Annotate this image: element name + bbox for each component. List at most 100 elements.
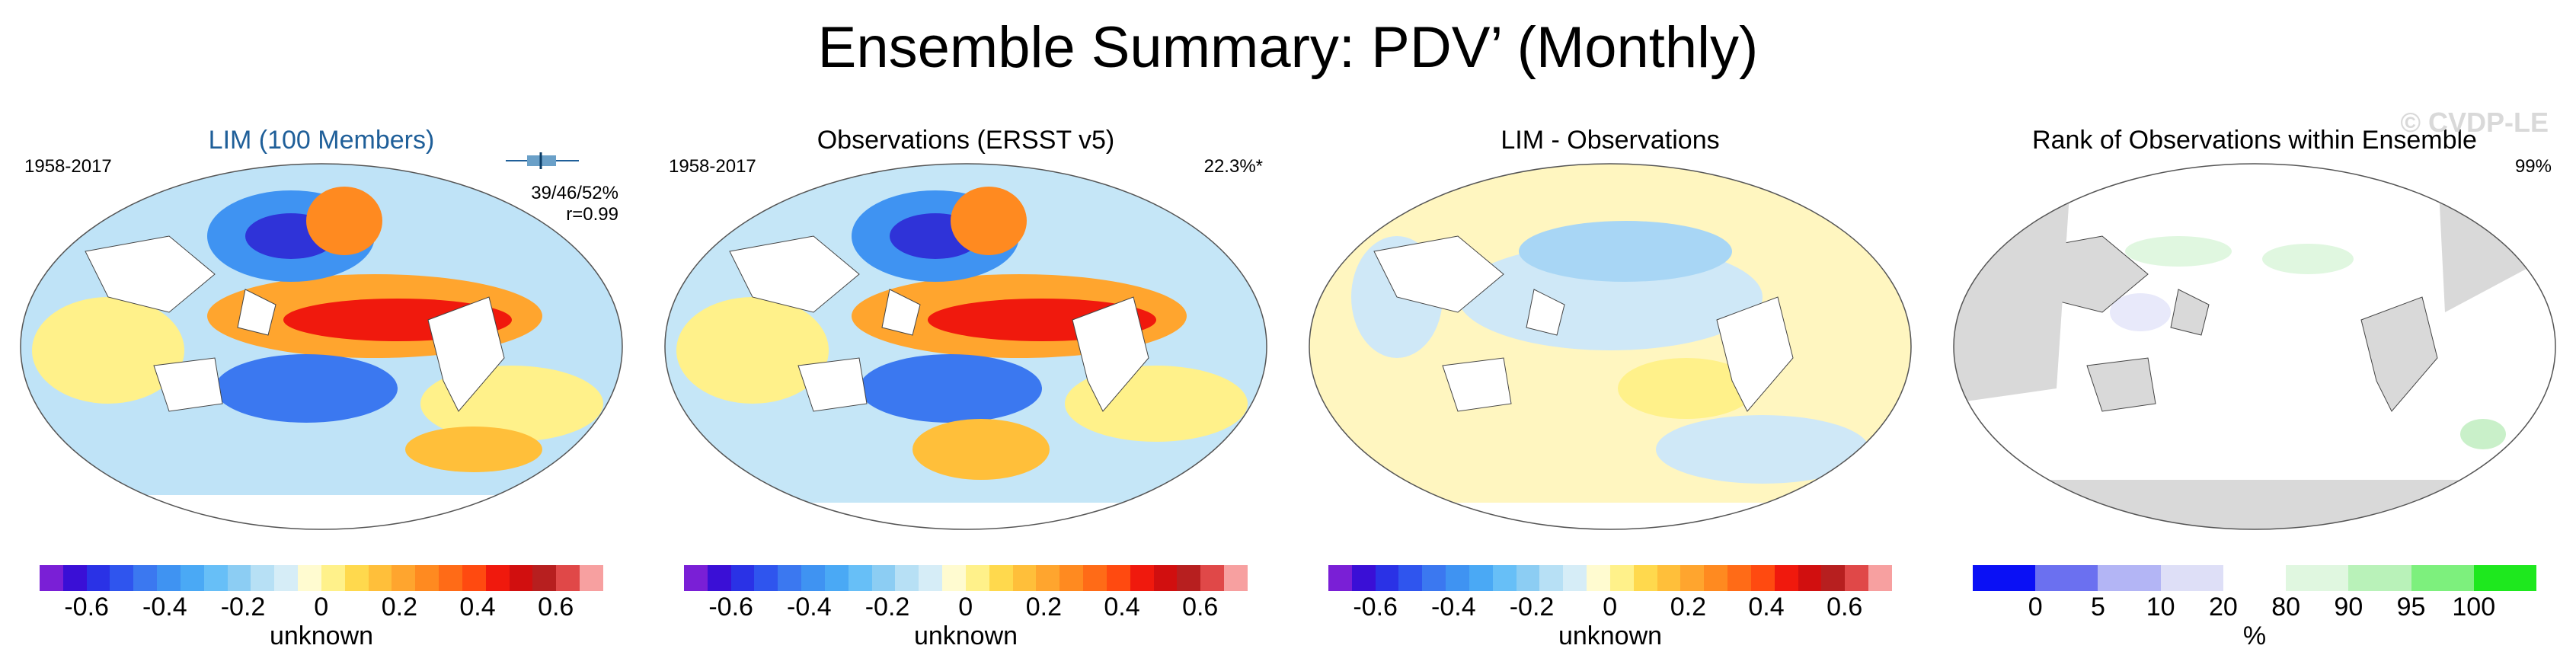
colorbar-swatch (439, 565, 462, 591)
figure-title: Ensemble Summary: PDV’ (Monthly) (817, 15, 1759, 80)
colorbar-swatch (684, 565, 708, 591)
colorbar-swatch (580, 565, 603, 591)
colorbar-swatch (110, 565, 134, 591)
colorbar-swatch (1633, 565, 1657, 591)
colorbar-swatch (1012, 565, 1037, 591)
colorbar-tick-label: 0.2 (1670, 593, 1706, 621)
colorbar-swatch (251, 565, 275, 591)
colorbar-swatch (1609, 565, 1634, 591)
colorbar-swatch (1153, 565, 1178, 591)
colorbar-ticks: -0.6 -0.4 -0.2 0 0.2 0.4 0.6 (1328, 593, 1892, 631)
colorbar-tick-label: 0.6 (1827, 593, 1863, 621)
colorbar-swatch (1868, 565, 1892, 591)
colorbar-swatch (203, 565, 228, 591)
colorbar-swatch (1036, 565, 1060, 591)
ensemble-spread-inset (506, 152, 579, 169)
colorbar-swatch (321, 565, 345, 591)
period-label: 1958-2017 (669, 156, 756, 177)
colorbar-swatch (1845, 565, 1869, 591)
colorbar-tick-label: 0.4 (1104, 593, 1140, 621)
colorbar (40, 565, 603, 591)
colorbar-swatch (1821, 565, 1846, 591)
colorbar-tick-label: 0.2 (1025, 593, 1062, 621)
colorbar-swatch (1798, 565, 1822, 591)
colorbar-swatch (86, 565, 110, 591)
colorbar-swatch (1563, 565, 1587, 591)
colorbar-swatch (1516, 565, 1540, 591)
colorbar-swatch (1680, 565, 1705, 591)
colorbar-swatch (1750, 565, 1775, 591)
colorbar-swatch (848, 565, 872, 591)
colorbar-tick-label: 95 (2396, 593, 2426, 621)
colorbar-tick-label: 80 (2271, 593, 2301, 621)
panel-lim: LIM (100 Members) 1958-2017 39/46/52% r=… (9, 114, 634, 663)
world-map (20, 163, 623, 530)
colorbar-swatch (1492, 565, 1517, 591)
colorbar-swatch (298, 565, 321, 591)
colorbar-swatch (778, 565, 802, 591)
colorbar-swatch (1539, 565, 1564, 591)
colorbar-swatch (2411, 565, 2474, 591)
colorbar-swatch (2348, 565, 2411, 591)
pattern-stat: 39/46/52% (531, 183, 618, 203)
world-map (1953, 163, 2556, 530)
colorbar-swatch (368, 565, 392, 591)
colorbar-swatch (62, 565, 87, 591)
world-map (664, 163, 1267, 530)
colorbar-tick-label: 0 (314, 593, 329, 621)
panel-title: Observations (ERSST v5) (817, 126, 1115, 155)
colorbar-swatch (1973, 565, 2036, 591)
colorbar-swatch (344, 565, 369, 591)
colorbar-tick-label: -0.4 (142, 593, 187, 621)
colorbar-swatch (274, 565, 299, 591)
colorbar-ticks: 0 5 10 20 80 90 95 100 (1973, 593, 2536, 631)
colorbar-tick-label: -0.6 (64, 593, 109, 621)
colorbar-ticks: -0.6 -0.4 -0.2 0 0.2 0.4 0.6 (40, 593, 603, 631)
colorbar-unit: unknown (269, 621, 374, 650)
colorbar-tick-label: 0 (958, 593, 973, 621)
colorbar-swatch (2223, 565, 2287, 591)
colorbar-tick-label: 5 (2090, 593, 2105, 621)
colorbar-swatch (227, 565, 251, 591)
panel-difference: LIM - Observations -0.6 -0.4 -0.2 0 0.2 0.4 0.… (1298, 114, 1922, 663)
colorbar-tick-label: 0.6 (1182, 593, 1219, 621)
panel-title: LIM (100 Members) (208, 126, 435, 155)
colorbar-swatch (730, 565, 755, 591)
colorbar-swatch (2286, 565, 2349, 591)
panel-observations: Observations (ERSST v5) 1958-2017 22.3%*… (654, 114, 1278, 663)
rank-stat: 99% (2514, 156, 2552, 177)
colorbar-swatch (1224, 565, 1248, 591)
colorbar-tick-label: 0.4 (1748, 593, 1785, 621)
watermark: © CVDP-LE (2400, 107, 2549, 138)
colorbar-tick-label: 0 (1603, 593, 1618, 621)
colorbar-swatch (871, 565, 896, 591)
colorbar-swatch (133, 565, 158, 591)
colorbar-swatch (895, 565, 919, 591)
colorbar-ticks: -0.6 -0.4 -0.2 0 0.2 0.4 0.6 (684, 593, 1248, 631)
colorbar-tick-label: 90 (2334, 593, 2363, 621)
colorbar-swatch (1774, 565, 1798, 591)
period-label: 1958-2017 (24, 156, 112, 177)
colorbar (1328, 565, 1892, 591)
colorbar-swatch (1446, 565, 1469, 591)
colorbar-tick-label: 0.2 (381, 593, 417, 621)
colorbar-swatch (801, 565, 825, 591)
colorbar-tick-label: 0.6 (538, 593, 574, 621)
colorbar-swatch (919, 565, 943, 591)
world-map (1309, 163, 1912, 530)
colorbar-tick-label: -0.6 (1353, 593, 1398, 621)
colorbar-swatch (1200, 565, 1225, 591)
colorbar-swatch (1177, 565, 1201, 591)
colorbar-unit: % (2242, 621, 2267, 650)
colorbar-swatch (2098, 565, 2161, 591)
colorbar-unit: unknown (1558, 621, 1663, 650)
colorbar-swatch (462, 565, 486, 591)
colorbar (1973, 565, 2536, 591)
panel-title: Rank of Observations within Ensemble (2032, 126, 2477, 155)
colorbar-swatch (180, 565, 204, 591)
colorbar-swatch (1587, 565, 1610, 591)
colorbar-swatch (1469, 565, 1493, 591)
colorbar-swatch (824, 565, 849, 591)
colorbar-swatch (1328, 565, 1352, 591)
colorbar (684, 565, 1248, 591)
